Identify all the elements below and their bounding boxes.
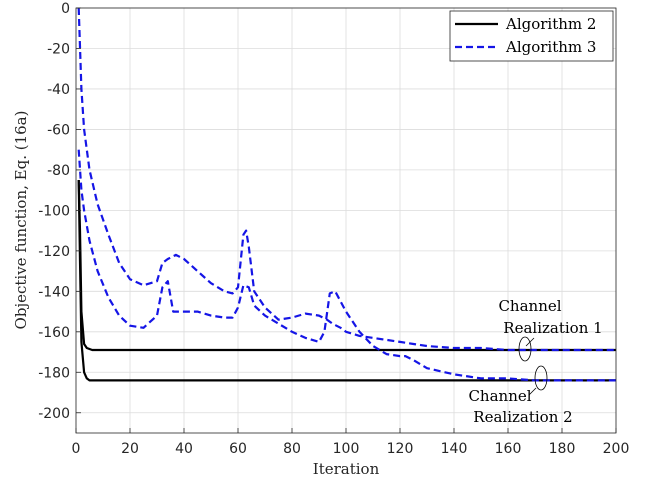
x-tick-label: 180 [549, 441, 576, 457]
y-axis-title: Objective function, Eq. (16a) [12, 111, 30, 330]
x-tick-label: 40 [175, 441, 193, 457]
y-tick-label: -40 [47, 82, 70, 98]
x-tick-label: 60 [229, 441, 247, 457]
annotation-1-ellipse [518, 336, 532, 362]
y-tick-label: -200 [38, 406, 70, 422]
y-tick-label: 0 [61, 1, 70, 17]
x-tick-label: 0 [72, 441, 81, 457]
annotation-2-ellipse [534, 365, 548, 391]
series-lines [77, 7, 616, 382]
annotation-2-line-2: Realization 2 [473, 408, 572, 426]
y-tick-label: -120 [38, 244, 70, 260]
series-line-2 [77, 179, 616, 382]
annotation-1-line-1: Channel [498, 297, 561, 315]
annotation-2-line-1: Channel [468, 387, 531, 405]
y-tick-label: -20 [47, 41, 70, 57]
x-tick-label: 120 [387, 441, 414, 457]
y-tick-label: -80 [47, 163, 70, 179]
annotation-1-line-2: Realization 1 [503, 319, 602, 337]
x-tick-label: 80 [283, 441, 301, 457]
axis-ticks: 0 20 40 60 80 100 120 140 160 180 200 0 -20 -40 -60 -80… [38, 1, 629, 457]
y-tick-label: -180 [38, 365, 70, 381]
series-line-4 [77, 149, 616, 382]
legend: Algorithm 2 Algorithm 3 [449, 10, 614, 62]
legend-box [449, 10, 614, 62]
annotation-2-pointer [528, 387, 537, 396]
x-tick-label: 100 [333, 441, 360, 457]
legend-label-algorithm-3: Algorithm 3 [505, 38, 596, 56]
series-line-3 [77, 7, 616, 352]
legend-label-algorithm-2: Algorithm 2 [505, 15, 596, 33]
y-tick-label: -100 [38, 203, 70, 219]
annotations: Channel Realization 1 Channel Realizatio… [468, 297, 602, 426]
y-tick-label: -160 [38, 325, 70, 341]
x-axis-title: Iteration [313, 460, 380, 478]
y-tick-label: -140 [38, 284, 70, 300]
x-tick-label: 140 [441, 441, 468, 457]
x-tick-label: 160 [495, 441, 522, 457]
x-tick-label: 200 [603, 441, 630, 457]
x-tick-label: 20 [121, 441, 139, 457]
y-tick-label: -60 [47, 122, 70, 138]
